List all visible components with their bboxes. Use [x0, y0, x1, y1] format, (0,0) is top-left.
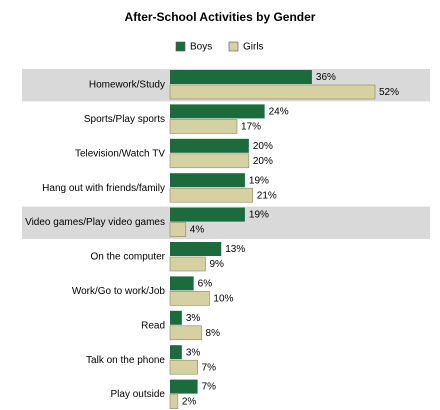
bar: [170, 70, 312, 84]
bar: [169, 119, 238, 134]
value-label: 21%: [257, 190, 277, 201]
legend-label: Girls: [243, 42, 264, 53]
value-label: 3%: [186, 347, 201, 358]
category-label: Talk on the phone: [86, 355, 165, 366]
bar: [170, 310, 182, 325]
value-label: 52%: [379, 87, 399, 98]
bar: [169, 394, 179, 409]
chart-title: After-School Activities by Gender: [125, 10, 316, 24]
legend-swatch: [175, 41, 186, 52]
category-label: On the computer: [91, 252, 166, 263]
bar: [169, 325, 202, 341]
value-label: 2%: [182, 397, 197, 408]
value-label: 19%: [249, 210, 269, 221]
bar: [170, 345, 182, 360]
category-label: Hang out with friends/family: [42, 183, 165, 194]
value-label: 19%: [249, 175, 269, 186]
legend-swatch: [228, 41, 239, 52]
value-label: 13%: [225, 244, 245, 255]
bar: [170, 104, 265, 119]
bar: [170, 379, 198, 394]
value-label: 7%: [202, 362, 217, 373]
legend-label: Boys: [190, 42, 212, 53]
bar: [169, 153, 250, 169]
category-label: Read: [141, 320, 165, 331]
value-label: 4%: [190, 225, 205, 236]
category-label: Television/Watch TV: [75, 148, 165, 159]
category-label: Homework/Study: [89, 80, 165, 91]
bar: [169, 291, 210, 306]
category-label: Video games/Play video games: [25, 217, 165, 228]
bar: [170, 173, 245, 188]
category-label: Play outside: [111, 389, 166, 400]
value-label: 7%: [202, 382, 217, 393]
bar: [169, 222, 187, 237]
value-label: 6%: [198, 279, 213, 290]
bar: [170, 138, 249, 153]
value-label: 3%: [186, 313, 201, 324]
category-label: Sports/Play sports: [84, 114, 165, 125]
value-label: 9%: [209, 259, 224, 270]
bar: [170, 276, 194, 291]
value-label: 10%: [213, 294, 233, 305]
bar: [169, 84, 376, 100]
value-label: 20%: [253, 156, 273, 167]
bar: [170, 242, 222, 256]
bar: [170, 207, 245, 222]
value-label: 8%: [206, 328, 221, 339]
bar: [169, 359, 198, 375]
value-label: 17%: [241, 122, 261, 133]
value-label: 20%: [253, 141, 273, 152]
bar: [169, 187, 254, 203]
value-label: 24%: [269, 107, 289, 118]
bar: [169, 256, 206, 272]
category-label: Work/Go to work/Job: [72, 286, 166, 297]
value-label: 36%: [316, 72, 336, 83]
